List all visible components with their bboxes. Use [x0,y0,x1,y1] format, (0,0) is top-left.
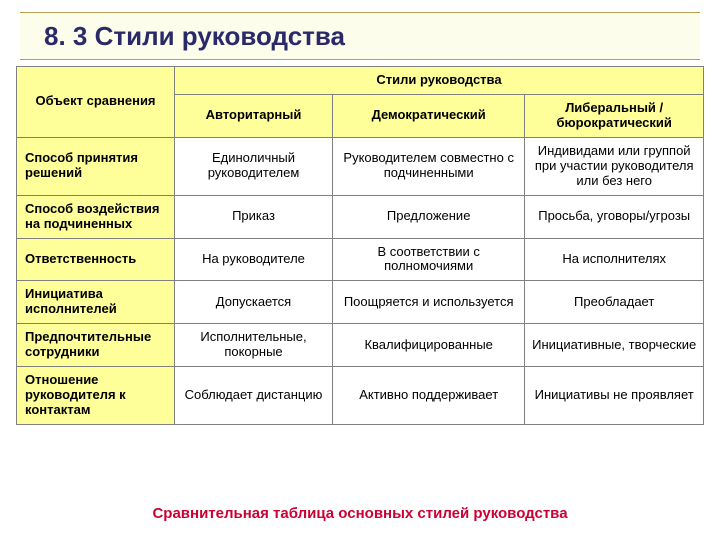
cell: Единоличный руководителем [175,137,333,195]
row-head-contacts: Отношение руководителя к контактам [17,367,175,425]
cell: Исполнительные, покорные [175,324,333,367]
cell: Преобладает [525,281,704,324]
cell: Просьба, уговоры/угрозы [525,195,704,238]
styles-group-header: Стили руководства [175,67,704,95]
col-header-authoritarian: Авторитарный [175,94,333,137]
cell: Соблюдает дистанцию [175,367,333,425]
cell: Предложение [333,195,525,238]
table-row: Ответственность На руководителе В соотве… [17,238,704,281]
table-row: Предпочтительные сотрудники Исполнительн… [17,324,704,367]
cell: Активно поддерживает [333,367,525,425]
cell: Приказ [175,195,333,238]
cell: Допускается [175,281,333,324]
cell: Квалифицированные [333,324,525,367]
cell: На руководителе [175,238,333,281]
corner-header: Объект сравнения [17,67,175,138]
row-head-influence: Способ воздействия на подчиненных [17,195,175,238]
row-head-initiative: Инициатива исполнителей [17,281,175,324]
row-head-employees: Предпочтительные сотрудники [17,324,175,367]
cell: Поощряется и используется [333,281,525,324]
cell: Руководителем совместно с подчиненными [333,137,525,195]
table-header-row-1: Объект сравнения Стили руководства [17,67,704,95]
slide-title: 8. 3 Стили руководства [36,21,345,52]
row-head-decision: Способ принятия решений [17,137,175,195]
cell: На исполнителях [525,238,704,281]
comparison-table-wrap: Объект сравнения Стили руководства Автор… [16,66,704,425]
table-row: Способ воздействия на подчиненных Приказ… [17,195,704,238]
table-caption: Сравнительная таблица основных стилей ру… [0,505,720,522]
cell: Инициативные, творческие [525,324,704,367]
comparison-table: Объект сравнения Стили руководства Автор… [16,66,704,425]
table-row: Инициатива исполнителей Допускается Поощ… [17,281,704,324]
title-bar: 8. 3 Стили руководства [20,12,700,60]
cell: Индивидами или группой при участии руков… [525,137,704,195]
row-head-responsibility: Ответственность [17,238,175,281]
table-row: Отношение руководителя к контактам Соблю… [17,367,704,425]
col-header-democratic: Демократический [333,94,525,137]
col-header-liberal: Либеральный / бюрократический [525,94,704,137]
slide: 8. 3 Стили руководства Объект сравнения … [0,0,720,540]
table-row: Способ принятия решений Единоличный руко… [17,137,704,195]
cell: В соответствии с полномочиями [333,238,525,281]
cell: Инициативы не проявляет [525,367,704,425]
